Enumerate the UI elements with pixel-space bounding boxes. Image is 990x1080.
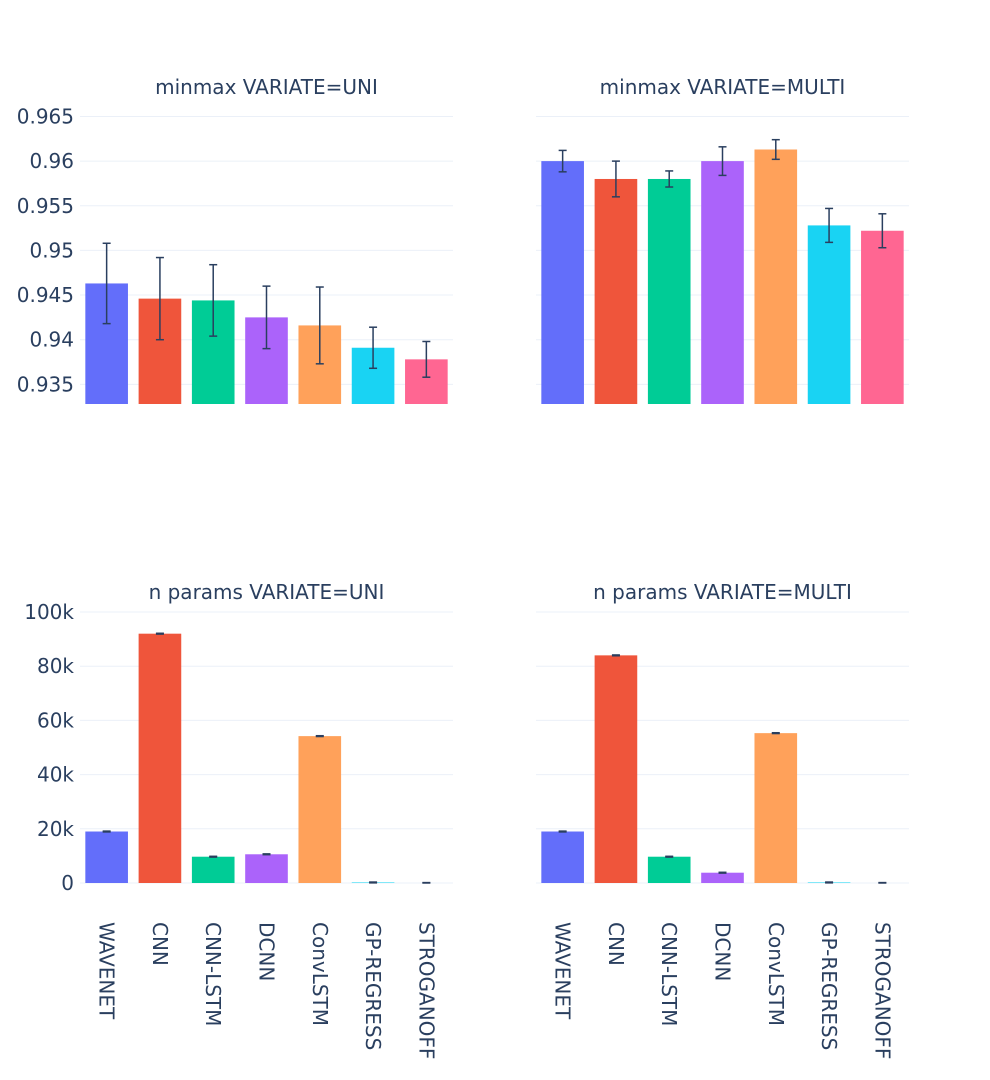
x-tick-label: CNN-LSTM: [657, 922, 681, 1026]
x-tick-label: CNN: [604, 922, 628, 966]
subplot-2: minmax VARIATE=MULTI: [536, 75, 909, 404]
y-tick-label: 0.95: [29, 238, 74, 262]
y-tick-label: 80k: [37, 654, 74, 678]
y-tick-label: 20k: [37, 817, 74, 841]
subplot-title: minmax VARIATE=MULTI: [600, 75, 846, 99]
bar-convlstm: [754, 149, 798, 404]
bar-cnn: [594, 178, 638, 404]
x-tick-label: GP-REGRESS: [817, 922, 841, 1050]
y-tick-label: 0.935: [17, 372, 74, 396]
bar-convlstm: [754, 733, 798, 883]
bar-wavenet: [541, 161, 584, 404]
bar-wavenet: [85, 831, 128, 883]
bar-stroganoff: [861, 230, 904, 404]
y-tick-label: 0.96: [29, 149, 74, 173]
y-tick-label: 0.94: [29, 328, 74, 352]
bar-cnn: [138, 633, 182, 883]
bar-cnn-lstm: [647, 856, 691, 883]
y-tick-label: 40k: [37, 763, 74, 787]
subplot-title: minmax VARIATE=UNI: [155, 75, 378, 99]
x-tick-label: STROGANOFF: [414, 922, 438, 1059]
bar-dcnn: [701, 161, 744, 404]
x-tick-label: GP-REGRESS: [361, 922, 385, 1050]
x-tick-label: DCNN: [711, 922, 735, 981]
subplot-1: 0.935 0.94 0.945 0.95 0.955 0.96 0.965 minmax V…: [17, 75, 453, 404]
subplot-3: 0 20k 40k 60k 80k 100k n params VARIATE=UNI WAV…: [24, 580, 453, 1059]
y-tick-label: 100k: [24, 600, 74, 624]
x-tick-label: WAVENET: [95, 922, 119, 1020]
bar-cnn-lstm: [191, 856, 235, 883]
x-tick-label: ConvLSTM: [764, 922, 788, 1026]
bar-gp-regress: [807, 225, 851, 404]
y-tick-label: 0.955: [17, 194, 74, 218]
bar-dcnn: [245, 854, 288, 883]
subplot-4: n params VARIATE=MULTI WAVENET CNN CNN-LSTM…: [536, 580, 909, 1059]
x-tick-label: DCNN: [255, 922, 279, 981]
x-tick-label: STROGANOFF: [870, 922, 894, 1059]
y-tick-label: 0.945: [17, 283, 74, 307]
subplot-title: n params VARIATE=MULTI: [593, 580, 852, 604]
bar-convlstm: [298, 736, 342, 883]
y-tick-label: 0.965: [17, 104, 74, 128]
subplot-title: n params VARIATE=UNI: [149, 580, 385, 604]
bar-cnn-lstm: [647, 178, 691, 404]
bar-wavenet: [541, 831, 584, 883]
y-tick-label: 0: [61, 871, 74, 895]
bar-dcnn: [701, 872, 744, 883]
x-tick-label: ConvLSTM: [308, 922, 332, 1026]
x-tick-label: WAVENET: [551, 922, 575, 1020]
y-tick-label: 60k: [37, 708, 74, 732]
x-tick-label: CNN-LSTM: [201, 922, 225, 1026]
bar-cnn: [594, 655, 638, 883]
x-tick-label: CNN: [148, 922, 172, 966]
